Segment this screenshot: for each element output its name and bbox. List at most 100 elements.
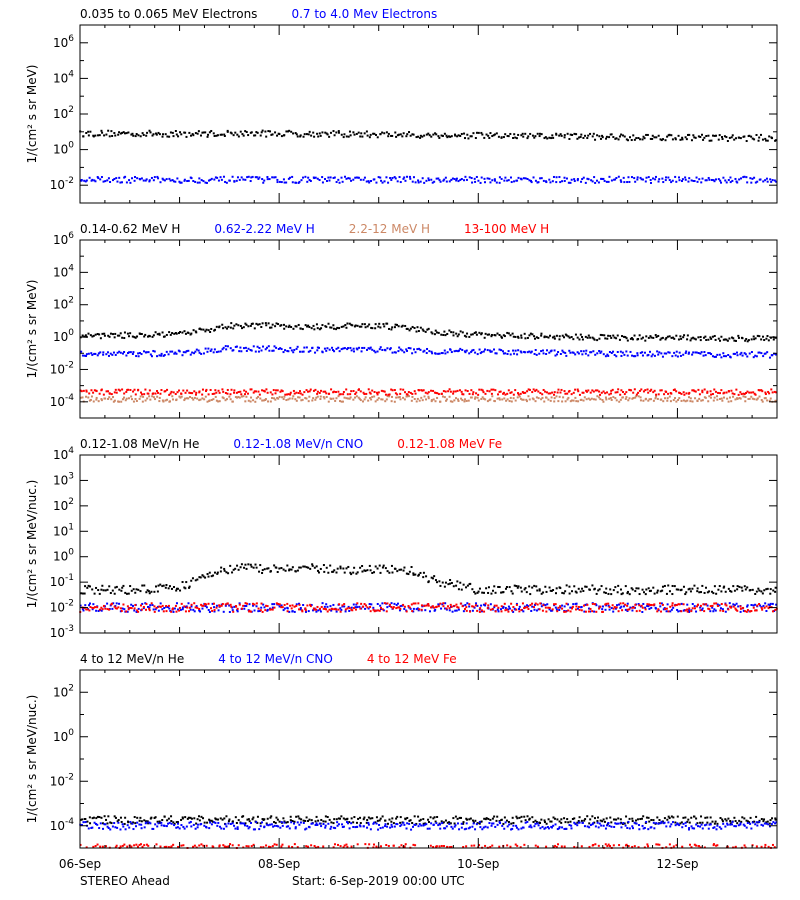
data-point bbox=[355, 395, 358, 398]
data-point bbox=[314, 824, 317, 827]
data-point bbox=[576, 336, 579, 339]
data-point bbox=[707, 176, 710, 179]
data-point bbox=[540, 605, 543, 608]
data-point bbox=[556, 391, 559, 394]
data-point bbox=[602, 353, 605, 356]
data-point bbox=[180, 395, 183, 398]
data-point bbox=[158, 354, 161, 357]
data-point bbox=[80, 350, 83, 353]
data-point bbox=[343, 133, 346, 136]
data-point bbox=[449, 578, 452, 581]
data-point bbox=[679, 822, 682, 825]
data-point bbox=[164, 133, 167, 136]
data-point bbox=[459, 178, 462, 181]
data-point bbox=[439, 180, 442, 183]
data-point bbox=[468, 605, 471, 608]
data-point bbox=[674, 138, 677, 141]
data-point bbox=[686, 608, 689, 611]
data-point bbox=[433, 575, 436, 578]
data-point bbox=[699, 604, 702, 607]
data-point bbox=[464, 175, 467, 178]
data-point bbox=[503, 827, 506, 830]
data-point bbox=[468, 603, 471, 606]
data-point bbox=[662, 138, 665, 141]
data-point bbox=[83, 592, 86, 595]
data-point bbox=[575, 133, 578, 136]
data-point bbox=[653, 827, 656, 830]
data-point bbox=[230, 132, 233, 135]
data-point bbox=[627, 399, 630, 402]
data-point bbox=[547, 827, 550, 830]
data-point bbox=[681, 826, 684, 829]
data-point bbox=[430, 135, 433, 138]
data-point bbox=[523, 605, 526, 608]
data-point bbox=[583, 610, 586, 613]
data-point bbox=[561, 349, 564, 352]
data-point bbox=[516, 179, 519, 182]
data-point bbox=[391, 825, 394, 828]
data-point bbox=[758, 335, 761, 338]
data-point bbox=[617, 817, 620, 820]
data-point bbox=[584, 585, 587, 588]
data-point bbox=[239, 324, 242, 327]
data-point bbox=[165, 178, 168, 181]
data-point bbox=[85, 354, 88, 357]
data-point bbox=[528, 585, 531, 588]
data-point bbox=[255, 821, 258, 824]
data-point bbox=[197, 349, 200, 352]
data-point bbox=[517, 585, 520, 588]
data-point bbox=[99, 178, 102, 181]
data-point bbox=[504, 609, 507, 612]
data-point bbox=[79, 396, 82, 399]
data-point bbox=[559, 352, 562, 355]
data-point bbox=[300, 399, 303, 402]
data-point bbox=[665, 610, 668, 613]
data-point bbox=[449, 582, 452, 585]
data-point bbox=[593, 603, 596, 606]
data-point bbox=[274, 398, 277, 401]
data-point bbox=[437, 135, 440, 138]
data-point bbox=[604, 608, 607, 611]
data-point bbox=[349, 134, 352, 137]
data-point bbox=[670, 336, 673, 339]
data-point bbox=[492, 822, 495, 825]
data-point bbox=[332, 570, 335, 573]
data-point bbox=[443, 330, 446, 333]
data-point bbox=[137, 607, 140, 610]
data-point bbox=[637, 137, 640, 140]
data-point bbox=[649, 604, 652, 607]
data-point bbox=[323, 397, 326, 400]
data-point bbox=[612, 334, 615, 337]
data-point bbox=[422, 350, 425, 353]
data-point bbox=[473, 590, 476, 593]
data-point bbox=[240, 176, 243, 179]
data-point bbox=[534, 135, 537, 138]
data-point bbox=[553, 391, 556, 394]
data-point bbox=[328, 135, 331, 138]
data-point bbox=[381, 131, 384, 134]
data-point bbox=[635, 395, 638, 398]
data-point bbox=[430, 822, 433, 825]
data-point bbox=[399, 348, 402, 351]
data-point bbox=[451, 610, 454, 613]
data-point bbox=[181, 354, 184, 357]
data-point bbox=[534, 602, 537, 605]
data-point bbox=[275, 346, 278, 349]
data-point bbox=[756, 821, 759, 824]
data-point bbox=[149, 822, 152, 825]
data-point bbox=[674, 821, 677, 824]
data-point bbox=[129, 332, 132, 335]
data-point bbox=[475, 333, 478, 336]
data-point bbox=[591, 336, 594, 339]
data-point bbox=[480, 131, 483, 134]
data-point bbox=[640, 388, 643, 391]
data-point bbox=[650, 826, 653, 829]
data-point bbox=[206, 821, 209, 824]
data-point bbox=[638, 828, 641, 831]
data-point bbox=[546, 603, 549, 606]
data-point bbox=[107, 177, 110, 180]
data-point bbox=[322, 823, 325, 826]
data-point bbox=[645, 816, 648, 819]
data-point bbox=[269, 400, 272, 403]
data-point bbox=[188, 131, 191, 134]
